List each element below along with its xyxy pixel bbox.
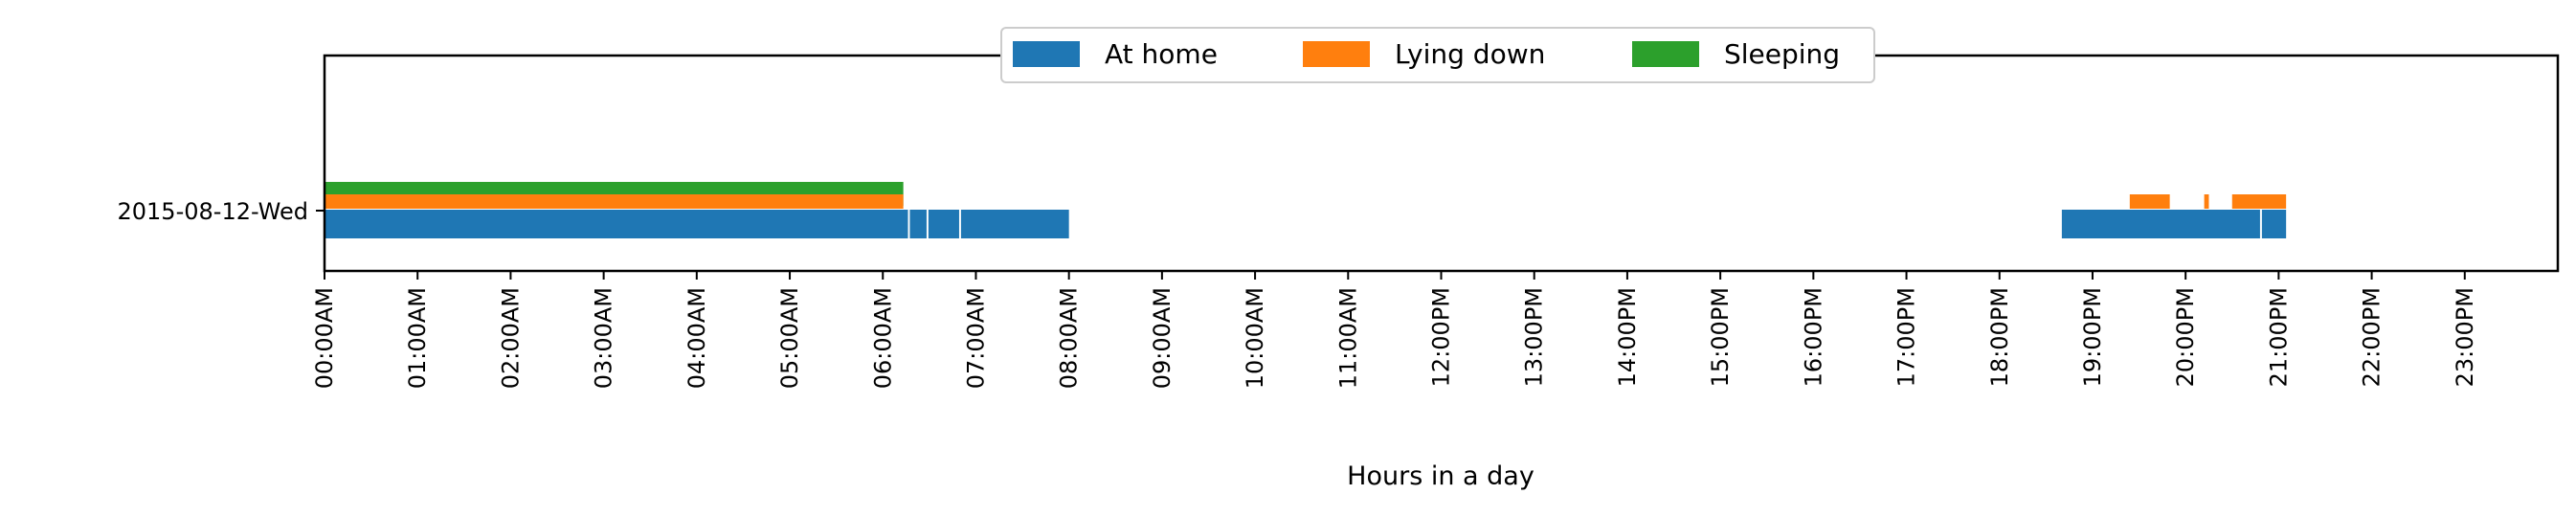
x-tick-label: 12:00PM bbox=[1428, 287, 1455, 387]
x-tick-label: 20:00PM bbox=[2172, 287, 2199, 387]
x-tick-label: 08:00AM bbox=[1056, 287, 1083, 389]
x-tick-label: 18:00PM bbox=[1986, 287, 2013, 387]
x-tick-label: 04:00AM bbox=[683, 287, 710, 389]
lying-down-bar bbox=[325, 194, 904, 209]
at-home-bar bbox=[909, 210, 927, 238]
x-tick-label: 14:00PM bbox=[1614, 287, 1641, 387]
legend-label-sleeping: Sleeping bbox=[1724, 38, 1840, 70]
x-tick-label: 16:00PM bbox=[1800, 287, 1826, 387]
x-tick-label: 22:00PM bbox=[2359, 287, 2386, 387]
x-tick-label: 03:00AM bbox=[591, 287, 617, 389]
row-label: 2015-08-12-Wed bbox=[118, 198, 309, 225]
x-tick-label: 15:00PM bbox=[1707, 287, 1734, 387]
x-tick-label: 19:00PM bbox=[2079, 287, 2106, 387]
at-home-bar bbox=[960, 210, 1069, 238]
at-home-bar bbox=[2261, 210, 2287, 238]
at-home-bar bbox=[325, 210, 908, 238]
legend-label-at-home: At home bbox=[1105, 38, 1218, 70]
x-tick-label: 05:00AM bbox=[776, 287, 803, 389]
x-tick-label: 23:00PM bbox=[2452, 287, 2478, 387]
x-tick-label: 00:00AM bbox=[311, 287, 338, 389]
at-home-bar bbox=[2061, 210, 2260, 238]
lying-down-bar bbox=[2129, 194, 2170, 209]
x-tick-label: 13:00PM bbox=[1521, 287, 1548, 387]
lying-down-bar bbox=[2204, 194, 2209, 209]
x-tick-label: 02:00AM bbox=[497, 287, 524, 389]
legend: At home Lying down Sleeping bbox=[1000, 27, 1875, 83]
x-tick-label: 17:00PM bbox=[1893, 287, 1920, 387]
plot-frame bbox=[323, 54, 2560, 273]
legend-swatch-lying-down bbox=[1303, 41, 1370, 67]
x-tick-label: 06:00AM bbox=[869, 287, 896, 389]
bars-layer bbox=[325, 182, 2287, 238]
x-tick-label: 11:00AM bbox=[1334, 287, 1361, 389]
legend-label-lying-down: Lying down bbox=[1395, 38, 1545, 70]
at-home-bar bbox=[928, 210, 959, 238]
x-ticks: 00:00AM 01:00AM 02:00AM 03:00AM 04:00AM 05:00… bbox=[311, 271, 2478, 389]
x-tick-label: 09:00AM bbox=[1149, 287, 1176, 389]
legend-swatch-at-home bbox=[1013, 41, 1080, 67]
x-axis-title: Hours in a day bbox=[1347, 461, 1534, 491]
x-tick-label: 21:00PM bbox=[2265, 287, 2292, 387]
legend-swatch-sleeping bbox=[1632, 41, 1699, 67]
lying-down-bar bbox=[2231, 194, 2287, 209]
x-tick-label: 01:00AM bbox=[404, 287, 431, 389]
x-tick-label: 07:00AM bbox=[962, 287, 989, 389]
x-tick-label: 10:00AM bbox=[1242, 287, 1268, 389]
